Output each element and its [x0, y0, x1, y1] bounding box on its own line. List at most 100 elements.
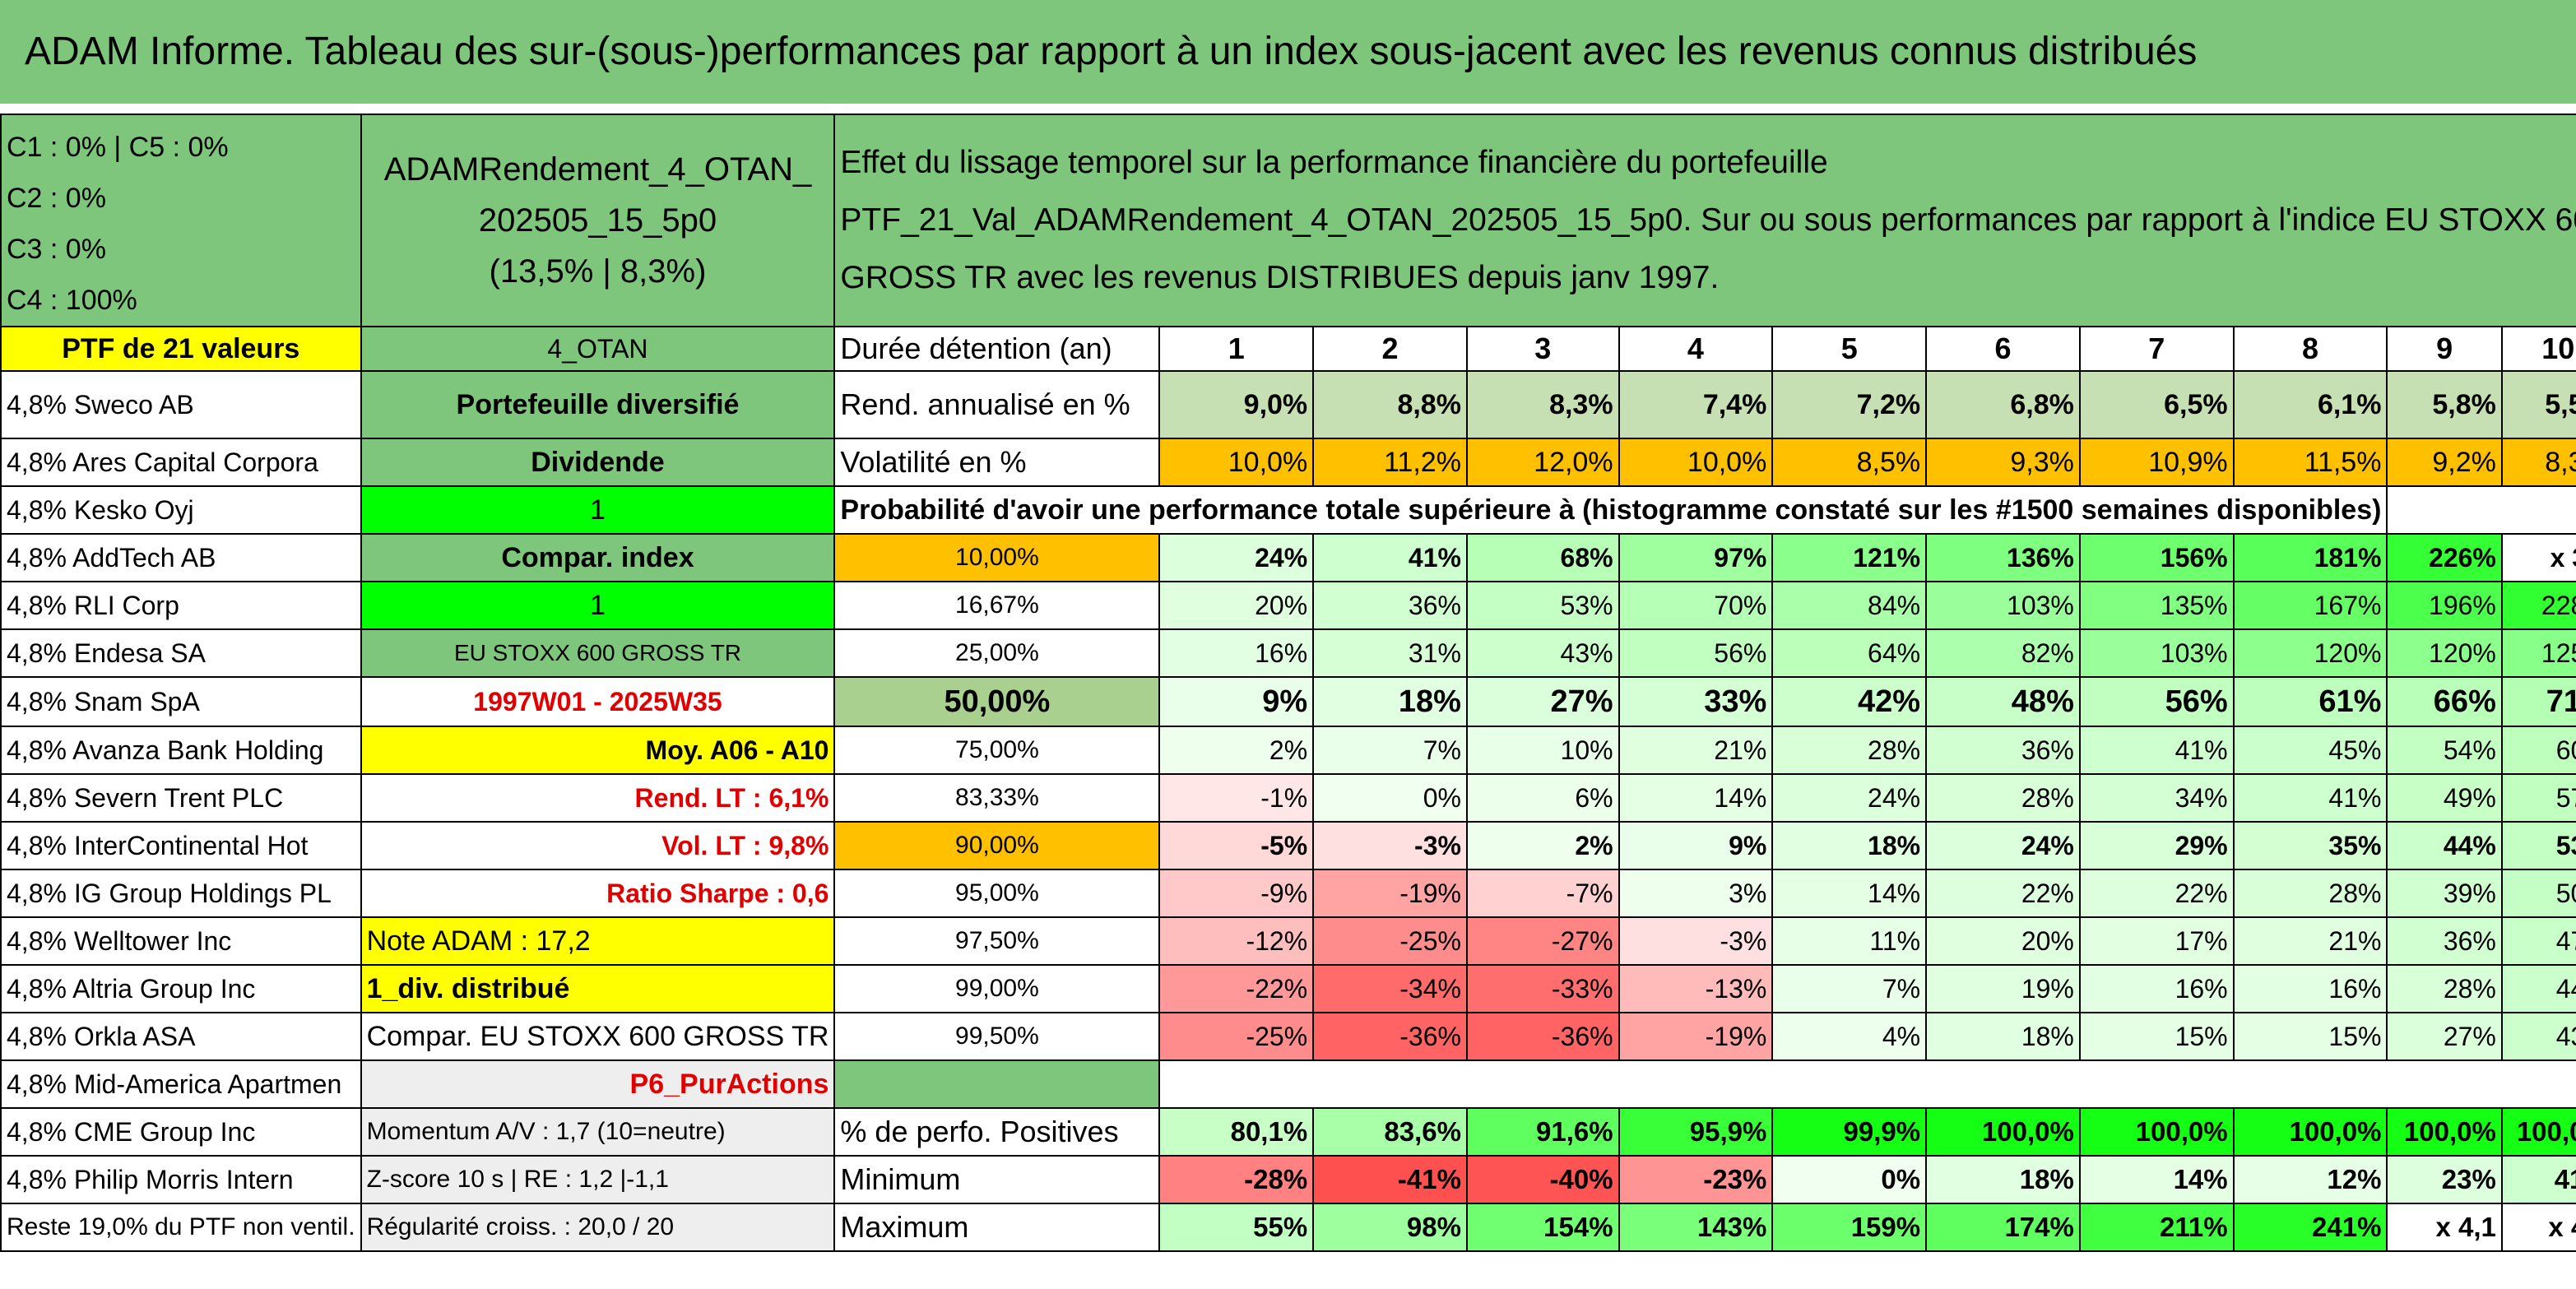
probability-value: 18% — [1925, 1012, 2081, 1061]
volatility-value: 10,0% — [1618, 438, 1774, 487]
probability-value: -19% — [1312, 869, 1468, 918]
info-value: Rend. LT : 6,1% — [360, 773, 836, 823]
info-value: 1 — [360, 581, 836, 630]
probability-value: 156% — [2078, 533, 2235, 582]
volatility-value: 8,3% — [2500, 438, 2576, 487]
probability-row: 4,8% Snam SpA 1997W01 - 2025W35 50,00% 9% 18… — [0, 676, 2576, 727]
probability-row: 4,8% Endesa SA EU STOXX 600 GROSS TR 25,00… — [0, 628, 2576, 678]
probability-value: 41% — [1312, 533, 1468, 582]
probability-value: 136% — [1925, 533, 2081, 582]
probability-value: -25% — [1312, 916, 1468, 966]
probability-threshold: 97,50% — [833, 916, 1161, 966]
volatility-value: 12,0% — [1465, 438, 1620, 487]
probability-value: 64% — [1771, 628, 1928, 678]
probability-threshold: 90,00% — [833, 821, 1161, 870]
probability-value: 53% — [2500, 821, 2576, 870]
return-value: 6,5% — [2078, 370, 2235, 439]
class-share-label: C2 : 0% — [7, 183, 106, 214]
probability-value: 14% — [1618, 773, 1774, 823]
stat-value: 159% — [1771, 1203, 1928, 1252]
holding-name: Reste 19,0% du PTF non ventil. — [0, 1203, 362, 1252]
holding-name: 4,8% AddTech AB — [0, 533, 362, 582]
probability-value: 16% — [2232, 964, 2388, 1013]
probability-value: 35% — [2232, 821, 2388, 870]
volatility-value: 10,0% — [1158, 438, 1315, 487]
probability-value: 66% — [2386, 676, 2503, 727]
probability-value: -36% — [1312, 1012, 1468, 1061]
probability-row: 4,8% Orkla ASA Compar. EU STOXX 600 GROSS… — [0, 1012, 2576, 1061]
probability-value: 61% — [2232, 676, 2388, 727]
description-line: PTF_21_Val_ADAMRendement_4_OTAN_202505_1… — [840, 202, 2576, 238]
probability-value: 9% — [1618, 821, 1774, 870]
info-value: Ratio Sharpe : 0,6 — [360, 869, 836, 918]
probability-row: 4,8% Altria Group Inc 1_div. distribué 99,… — [0, 964, 2576, 1013]
income-type: Dividende — [360, 438, 836, 487]
probability-value: 18% — [1312, 676, 1468, 727]
probability-value: 11% — [1771, 916, 1928, 966]
probability-value: 42% — [1771, 676, 1928, 727]
return-value: 8,8% — [1312, 370, 1468, 439]
holding-name: 4,8% Philip Morris Intern — [0, 1155, 362, 1204]
probability-value: 39% — [2386, 869, 2503, 918]
probability-value: -25% — [1158, 1012, 1315, 1061]
return-value: 8,3% — [1465, 370, 1620, 439]
holding-name: 4,8% Ares Capital Corpora — [0, 438, 362, 487]
probability-value: 7% — [1771, 964, 1928, 1013]
description-line: GROSS TR avec les revenus DISTRIBUES dep… — [840, 260, 1720, 295]
probability-value: 49% — [2386, 773, 2503, 823]
probability-value: 16% — [1158, 628, 1315, 678]
probability-value: 0% — [1312, 773, 1468, 823]
probability-value: 120% — [2232, 628, 2388, 678]
indicator-value: Z-score 10 s | RE : 1,2 |-1,1 — [360, 1155, 836, 1204]
volatility-value: 9,3% — [1925, 438, 2081, 487]
probability-value: 20% — [1158, 581, 1315, 630]
year-header: 7 — [2078, 326, 2235, 372]
probability-value: 24% — [1158, 533, 1315, 582]
probability-value: 44% — [2500, 964, 2576, 1013]
probability-row: 4,8% RLI Corp 1 16,67% 20% 36% 53% 70% 84% 103% 1… — [0, 581, 2576, 630]
probability-value: 36% — [2386, 916, 2503, 966]
probability-value: -5% — [1158, 821, 1315, 870]
years-label: Durée détention (an) — [833, 326, 1161, 372]
return-label: Rend. annualisé en % — [833, 370, 1161, 439]
stat-value: 12% — [2232, 1155, 2388, 1204]
probability-value: 17% — [2078, 916, 2235, 966]
holding-name: 4,8% Altria Group Inc — [0, 964, 362, 1013]
probability-value: 9% — [1158, 676, 1315, 727]
probability-row: 4,8% InterContinental Hot Vol. LT : 9,8% 9… — [0, 821, 2576, 870]
probability-row: 4,8% IG Group Holdings PL Ratio Sharpe : … — [0, 869, 2576, 918]
probability-value: 29% — [2078, 821, 2235, 870]
probability-threshold: 50,00% — [833, 676, 1161, 727]
probability-value: 68% — [1465, 533, 1620, 582]
probability-value: -12% — [1158, 916, 1315, 966]
empty-cell — [1159, 1060, 2576, 1108]
probability-value: 20% — [1925, 916, 2081, 966]
volatility-value: 9,2% — [2386, 438, 2503, 487]
probability-label: Probabilité d'avoir une performance tota… — [833, 485, 2388, 535]
probability-value: 41% — [2232, 773, 2388, 823]
stat-value: 211% — [2078, 1203, 2235, 1252]
probability-value: -33% — [1465, 964, 1620, 1013]
volatility-label: Volatilité en % — [833, 438, 1161, 487]
info-value: 1_div. distribué — [360, 964, 836, 1013]
holding-name: 4,8% RLI Corp — [0, 581, 362, 630]
probability-value: 28% — [2232, 869, 2388, 918]
probability-value: -19% — [1618, 1012, 1774, 1061]
probability-threshold: 83,33% — [833, 773, 1161, 823]
description-line: Effet du lissage temporel sur la perform… — [840, 145, 1828, 180]
probability-value: 24% — [1925, 821, 2081, 870]
holding-name: 4,8% InterContinental Hot — [0, 821, 362, 870]
probability-threshold: 25,00% — [833, 628, 1161, 678]
stat-value: 99,9% — [1771, 1107, 1928, 1157]
probability-row: 4,8% Avanza Bank Holding Moy. A06 - A10 75… — [0, 726, 2576, 775]
holding-name: 4,8% Snam SpA — [0, 676, 362, 727]
probability-threshold: 75,00% — [833, 726, 1161, 775]
holding-name: 4,8% Severn Trent PLC — [0, 773, 362, 823]
probability-value: 47% — [2500, 916, 2576, 966]
probability-row: 4,8% Welltower Inc Note ADAM : 17,2 97,50%… — [0, 916, 2576, 966]
probability-value: -3% — [1618, 916, 1774, 966]
probability-row: 4,8% AddTech AB Compar. index 10,00% 24% 41%… — [0, 533, 2576, 582]
year-header: 4 — [1618, 326, 1774, 372]
info-value: 1997W01 - 2025W35 — [360, 676, 836, 727]
holding-name: 4,8% Avanza Bank Holding — [0, 726, 362, 775]
